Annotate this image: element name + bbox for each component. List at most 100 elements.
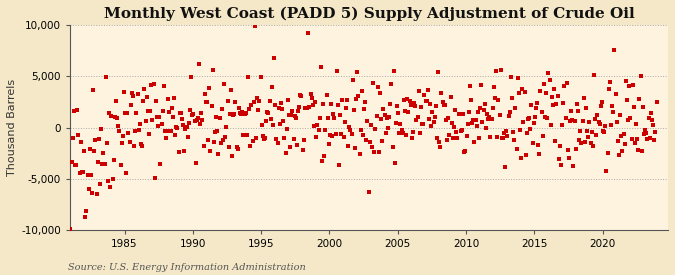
Point — [583, 135, 594, 139]
Point — [196, 110, 207, 115]
Point — [477, 120, 488, 124]
Point — [484, 115, 495, 119]
Point — [433, 70, 443, 75]
Point — [101, 74, 111, 79]
Point — [152, 115, 163, 120]
Point — [221, 124, 232, 129]
Point — [261, 119, 271, 123]
Point — [294, 104, 304, 109]
Point — [489, 96, 500, 100]
Point — [237, 109, 248, 114]
Point — [386, 81, 397, 86]
Point — [161, 135, 171, 140]
Point — [612, 139, 623, 143]
Point — [348, 108, 359, 112]
Point — [312, 122, 323, 127]
Point — [587, 130, 597, 134]
Point — [575, 129, 586, 133]
Point — [615, 112, 626, 117]
Point — [146, 82, 157, 87]
Point — [531, 106, 541, 110]
Point — [200, 100, 211, 104]
Point — [446, 95, 456, 100]
Point — [157, 109, 168, 114]
Point — [342, 98, 352, 102]
Point — [368, 80, 379, 85]
Point — [559, 83, 570, 88]
Point — [643, 116, 654, 120]
Point — [207, 68, 218, 72]
Point — [418, 122, 429, 127]
Point — [435, 144, 446, 149]
Point — [514, 128, 525, 132]
Point — [296, 94, 307, 98]
Text: Source: U.S. Energy Information Administration: Source: U.S. Energy Information Administ… — [68, 263, 305, 272]
Point — [378, 107, 389, 111]
Point — [68, 109, 79, 114]
Point — [103, 178, 113, 183]
Point — [495, 68, 506, 72]
Point — [315, 65, 326, 70]
Point — [648, 123, 659, 127]
Point — [554, 157, 564, 161]
Point — [449, 124, 460, 129]
Point — [194, 62, 205, 66]
Point — [373, 149, 384, 154]
Point — [464, 84, 475, 88]
Point — [373, 85, 383, 89]
Point — [610, 92, 621, 96]
Point — [572, 102, 583, 106]
Point — [353, 94, 364, 98]
Point — [594, 122, 605, 127]
Point — [265, 117, 276, 121]
Point — [363, 190, 374, 194]
Point — [177, 117, 188, 122]
Point — [232, 147, 243, 151]
Point — [331, 69, 342, 73]
Point — [90, 138, 101, 143]
Point — [408, 130, 418, 134]
Point — [579, 139, 590, 144]
Point — [475, 106, 485, 110]
Point — [129, 144, 140, 149]
Point — [156, 122, 167, 127]
Point — [186, 75, 196, 79]
Point — [541, 91, 551, 95]
Point — [180, 126, 191, 131]
Point — [441, 117, 452, 122]
Point — [352, 69, 362, 74]
Point — [128, 94, 138, 98]
Point — [637, 148, 647, 153]
Point — [70, 163, 80, 167]
Point — [589, 73, 599, 77]
Point — [99, 162, 110, 167]
Point — [84, 146, 95, 151]
Point — [293, 109, 304, 114]
Point — [224, 112, 235, 116]
Point — [600, 123, 611, 128]
Point — [239, 112, 250, 116]
Point — [543, 71, 554, 75]
Point — [623, 117, 634, 122]
Point — [580, 106, 591, 110]
Point — [406, 103, 416, 107]
Point — [273, 106, 284, 111]
Point — [123, 131, 134, 136]
Point — [562, 148, 573, 153]
Point — [108, 158, 119, 163]
Point — [590, 116, 601, 121]
Point — [439, 103, 450, 108]
Point — [164, 110, 175, 114]
Point — [383, 126, 394, 130]
Point — [238, 133, 249, 137]
Point — [247, 139, 258, 144]
Point — [137, 144, 148, 148]
Point — [539, 82, 549, 87]
Point — [512, 76, 523, 80]
Point — [595, 103, 606, 108]
Point — [425, 102, 435, 106]
Point — [635, 74, 646, 79]
Point — [115, 163, 126, 167]
Point — [458, 112, 468, 116]
Point — [450, 108, 460, 112]
